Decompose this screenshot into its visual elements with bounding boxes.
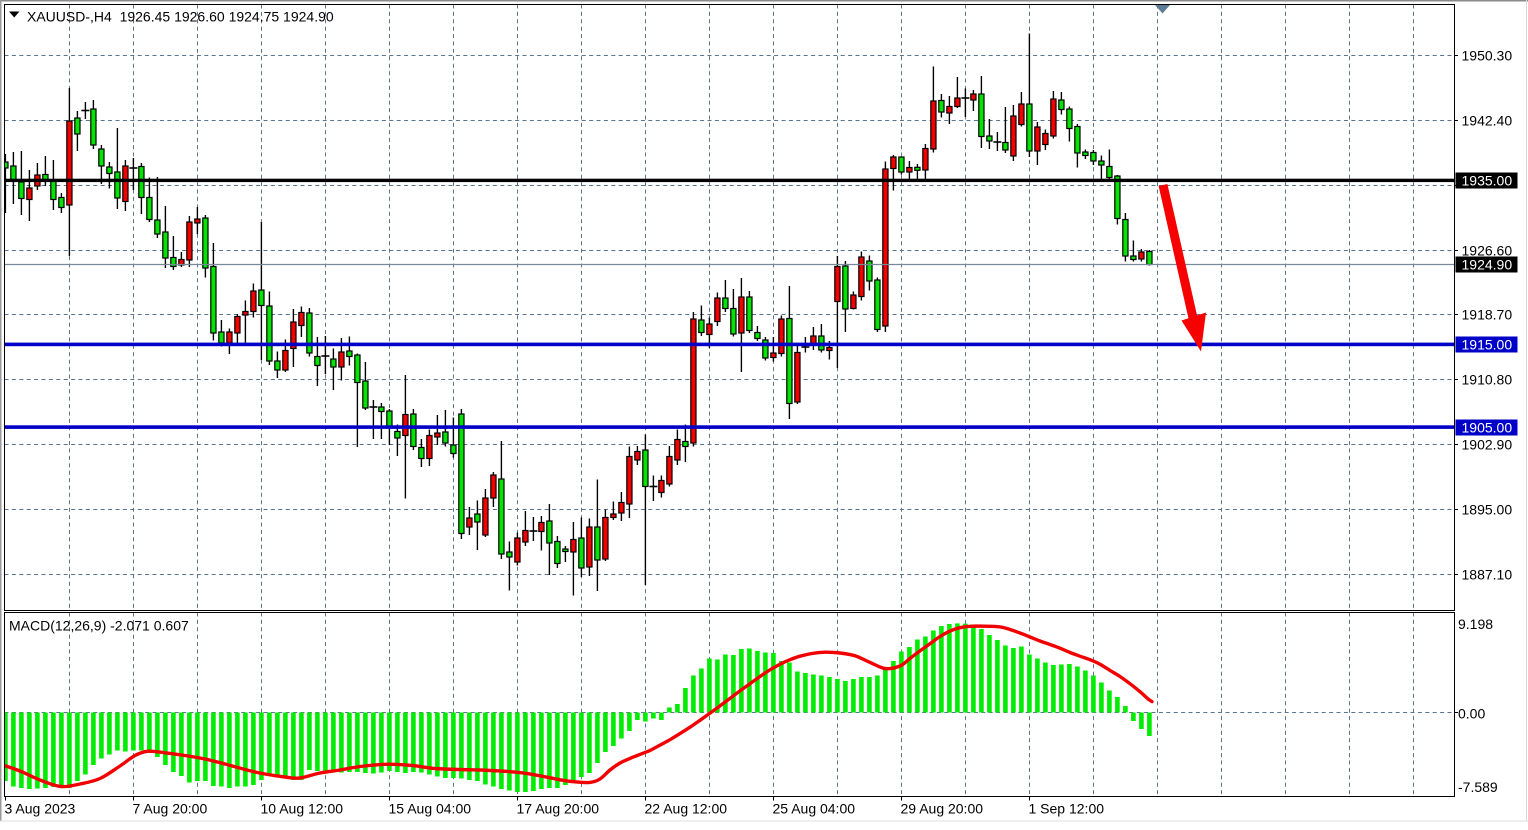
svg-text:15 Aug 04:00: 15 Aug 04:00: [389, 801, 472, 817]
svg-text:22 Aug 12:00: 22 Aug 12:00: [645, 801, 728, 817]
svg-text:1926.60: 1926.60: [1462, 243, 1513, 259]
svg-text:-7.589: -7.589: [1458, 779, 1498, 795]
svg-text:1924.90: 1924.90: [1462, 257, 1513, 273]
svg-text:MACD(12,26,9) -2.071 0.607: MACD(12,26,9) -2.071 0.607: [9, 618, 189, 634]
svg-text:1950.30: 1950.30: [1462, 48, 1513, 64]
svg-text:0.00: 0.00: [1458, 706, 1485, 722]
svg-text:25 Aug 04:00: 25 Aug 04:00: [773, 801, 856, 817]
svg-text:1942.40: 1942.40: [1462, 113, 1513, 129]
svg-text:1915.00: 1915.00: [1462, 337, 1513, 353]
svg-text:1905.00: 1905.00: [1462, 420, 1513, 436]
svg-text:1910.80: 1910.80: [1462, 372, 1513, 388]
svg-text:1918.70: 1918.70: [1462, 307, 1513, 323]
svg-text:XAUUSD-,H4 1926.45 1926.60 19: XAUUSD-,H4 1926.45 1926.60 1924.75 1924.…: [27, 9, 334, 25]
svg-text:1887.10: 1887.10: [1462, 567, 1513, 583]
svg-text:7 Aug 20:00: 7 Aug 20:00: [133, 801, 208, 817]
svg-text:1 Sep 12:00: 1 Sep 12:00: [1029, 801, 1105, 817]
svg-text:1902.90: 1902.90: [1462, 437, 1513, 453]
svg-text:1935.00: 1935.00: [1462, 173, 1513, 189]
svg-text:17 Aug 20:00: 17 Aug 20:00: [517, 801, 600, 817]
svg-text:10 Aug 12:00: 10 Aug 12:00: [261, 801, 344, 817]
svg-text:29 Aug 20:00: 29 Aug 20:00: [901, 801, 984, 817]
svg-text:3 Aug 2023: 3 Aug 2023: [5, 801, 76, 817]
svg-text:9.198: 9.198: [1458, 616, 1493, 632]
svg-text:1895.00: 1895.00: [1462, 502, 1513, 518]
